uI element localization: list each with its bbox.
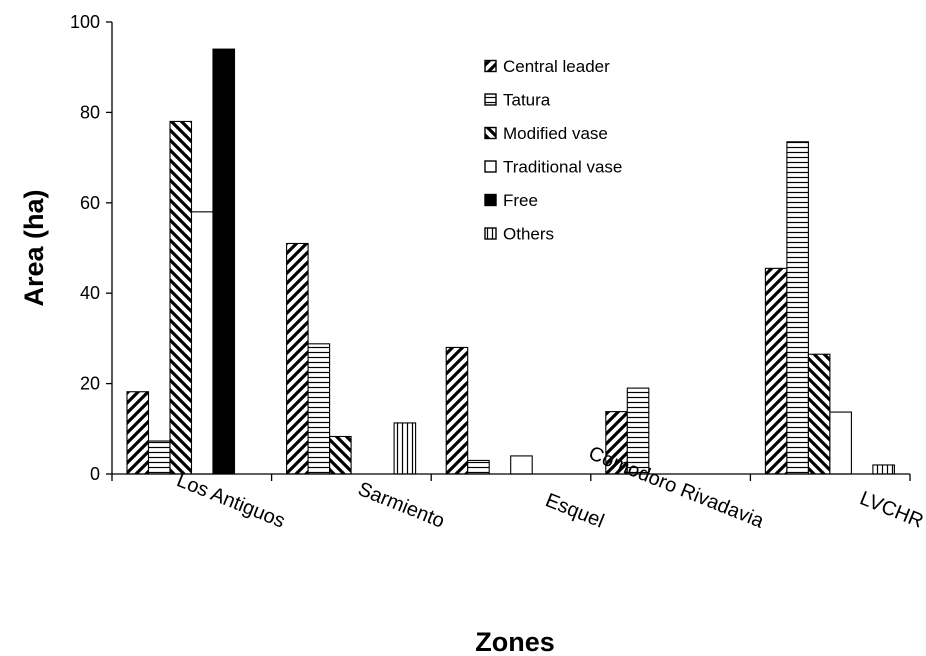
x-axis-title: Zones bbox=[475, 627, 555, 656]
legend-label-modified-vase: Modified vase bbox=[503, 124, 608, 143]
bar-los-antiguos-central-leader bbox=[126, 391, 150, 475]
legend-swatch-modified-vase bbox=[484, 126, 497, 140]
legend-swatch-central-leader bbox=[484, 59, 497, 73]
legend-swatch-others bbox=[484, 227, 497, 240]
bar-sarmiento-others bbox=[393, 422, 417, 475]
y-ticks: 0 20 40 60 80 100 bbox=[70, 12, 112, 484]
legend-label-central-leader: Central leader bbox=[503, 57, 610, 76]
bar-esquel-traditional-vase bbox=[510, 455, 533, 475]
bar-lvchr-tatura bbox=[786, 141, 809, 475]
legend-label-free: Free bbox=[503, 191, 538, 210]
legend-swatch-traditional-vase bbox=[484, 160, 497, 173]
bar-lvchr-others bbox=[872, 464, 895, 475]
category-label-sarmiento: Sarmiento bbox=[355, 478, 448, 533]
y-tick-label: 100 bbox=[70, 12, 100, 32]
legend-label-others: Others bbox=[503, 225, 554, 244]
bar-sarmiento-central-leader bbox=[286, 242, 309, 475]
category-label-los-antiguos: Los Antiguos bbox=[174, 469, 288, 532]
y-tick-label: 60 bbox=[80, 193, 100, 213]
category-label-comodoro-rivadavia: Comodoro Rivadavia bbox=[585, 442, 767, 533]
bar-los-antiguos-free bbox=[212, 48, 236, 475]
y-tick-label: 40 bbox=[80, 283, 100, 303]
bar-los-antiguos-traditional-vase bbox=[190, 211, 214, 475]
x-ticks bbox=[111, 474, 911, 481]
bar-esquel-tatura bbox=[467, 459, 490, 475]
bars-group bbox=[126, 48, 895, 475]
legend-swatch-free bbox=[484, 193, 497, 207]
bar-lvchr-modified-vase bbox=[807, 353, 831, 475]
axes bbox=[111, 22, 910, 475]
y-axis-title: Area (ha) bbox=[19, 189, 49, 306]
bar-sarmiento-modified-vase bbox=[329, 435, 352, 475]
bar-lvchr-traditional-vase bbox=[829, 411, 852, 475]
legend-label-tatura: Tatura bbox=[503, 91, 551, 110]
bar-lvchr-central-leader bbox=[764, 267, 788, 475]
y-tick-label: 80 bbox=[80, 102, 100, 122]
bar-los-antiguos-tatura bbox=[147, 440, 171, 475]
category-label-esquel: Esquel bbox=[542, 489, 607, 532]
legend-label-traditional-vase: Traditional vase bbox=[503, 158, 622, 177]
legend-swatch-tatura bbox=[484, 93, 497, 106]
bar-sarmiento-tatura bbox=[307, 343, 331, 475]
category-label-lvchr: LVCHR bbox=[857, 487, 926, 532]
y-tick-label: 20 bbox=[80, 374, 100, 394]
bar-los-antiguos-modified-vase bbox=[169, 120, 193, 475]
bar-esquel-central-leader bbox=[445, 346, 469, 475]
y-tick-label: 0 bbox=[90, 464, 100, 484]
legend: Central leader Tatura Modified vase Traditi… bbox=[484, 57, 622, 244]
